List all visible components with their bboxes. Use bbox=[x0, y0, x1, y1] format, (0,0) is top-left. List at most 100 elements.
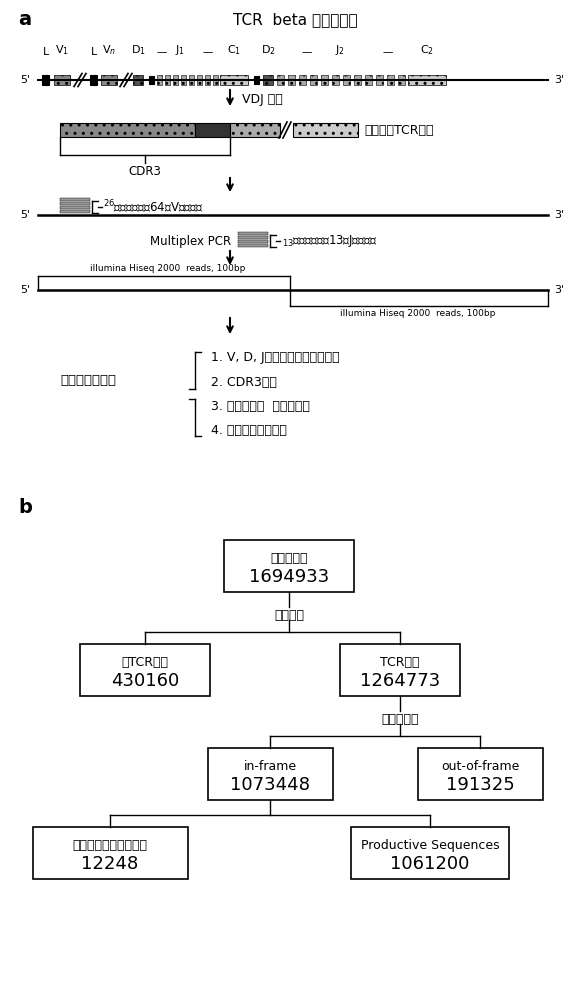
Text: b: b bbox=[18, 498, 32, 517]
Text: 序列比对: 序列比对 bbox=[274, 609, 304, 622]
Text: 4. 免疫组库大小评估: 4. 免疫组库大小评估 bbox=[211, 424, 287, 436]
Text: TCR序列: TCR序列 bbox=[380, 656, 420, 669]
Text: D$_2$: D$_2$ bbox=[261, 43, 275, 57]
Bar bbox=[340, 644, 460, 696]
Text: out-of-frame: out-of-frame bbox=[441, 760, 519, 773]
Text: J$_1$: J$_1$ bbox=[175, 43, 185, 57]
Bar bbox=[133, 75, 143, 85]
Text: illumina Hiseq 2000  reads, 100bp: illumina Hiseq 2000 reads, 100bp bbox=[340, 309, 495, 318]
Bar bbox=[299, 75, 306, 85]
Text: 重组后的TCR基因: 重组后的TCR基因 bbox=[364, 123, 434, 136]
Text: 3': 3' bbox=[554, 75, 564, 85]
Bar bbox=[354, 75, 361, 85]
Text: —: — bbox=[157, 47, 167, 57]
Bar bbox=[321, 75, 328, 85]
Bar bbox=[387, 75, 394, 85]
Bar bbox=[263, 75, 273, 85]
Text: $_{13}$下游引物覆盖13种J基因片段: $_{13}$下游引物覆盖13种J基因片段 bbox=[282, 233, 377, 249]
Text: 5': 5' bbox=[20, 75, 30, 85]
Text: 非TCR序列: 非TCR序列 bbox=[121, 656, 169, 669]
Bar bbox=[230, 123, 280, 137]
Text: C$_2$: C$_2$ bbox=[420, 43, 434, 57]
Text: J$_2$: J$_2$ bbox=[335, 43, 345, 57]
Text: illumina Hiseq 2000  reads, 100bp: illumina Hiseq 2000 reads, 100bp bbox=[90, 264, 246, 273]
Text: 2. CDR3分析: 2. CDR3分析 bbox=[211, 375, 277, 388]
Bar bbox=[332, 75, 339, 85]
Text: 5': 5' bbox=[20, 210, 30, 220]
Bar bbox=[149, 76, 154, 84]
Bar bbox=[213, 75, 218, 85]
Text: CDR3: CDR3 bbox=[128, 165, 161, 178]
Text: 3. 连接多样性  长度多样性: 3. 连接多样性 长度多样性 bbox=[211, 399, 310, 412]
Bar bbox=[310, 75, 317, 85]
Bar bbox=[42, 75, 49, 85]
Text: L: L bbox=[43, 47, 49, 57]
Text: Multiplex PCR: Multiplex PCR bbox=[150, 234, 231, 247]
Text: C$_1$: C$_1$ bbox=[227, 43, 241, 57]
Bar bbox=[60, 202, 90, 205]
Text: D$_1$: D$_1$ bbox=[131, 43, 146, 57]
Bar bbox=[238, 232, 268, 235]
Text: V$_n$: V$_n$ bbox=[102, 43, 116, 57]
Bar bbox=[54, 75, 70, 85]
Bar bbox=[238, 240, 268, 243]
Bar bbox=[90, 75, 97, 85]
Text: —: — bbox=[302, 47, 312, 57]
Bar bbox=[376, 75, 383, 85]
Bar bbox=[220, 75, 248, 85]
Text: $^{26}$上游引物覆盖64种V基因片段: $^{26}$上游引物覆盖64种V基因片段 bbox=[103, 199, 203, 215]
Text: 5': 5' bbox=[20, 285, 30, 295]
Text: 搜索阅读框: 搜索阅读框 bbox=[381, 713, 418, 726]
Text: Productive Sequences: Productive Sequences bbox=[361, 839, 499, 852]
Bar bbox=[254, 76, 259, 84]
Text: 1073448: 1073448 bbox=[230, 776, 310, 794]
Text: in-frame: in-frame bbox=[243, 760, 297, 773]
Bar bbox=[165, 75, 170, 85]
Bar bbox=[60, 123, 195, 137]
Text: 1061200: 1061200 bbox=[390, 855, 470, 873]
Bar bbox=[417, 748, 543, 800]
Bar bbox=[343, 75, 350, 85]
Text: 1. V, D, J比对、使用率以及重组: 1. V, D, J比对、使用率以及重组 bbox=[211, 352, 340, 364]
Bar bbox=[398, 75, 405, 85]
Bar bbox=[293, 123, 358, 137]
Bar bbox=[32, 827, 187, 879]
Text: L: L bbox=[91, 47, 97, 57]
Text: 1694933: 1694933 bbox=[249, 568, 329, 586]
Bar bbox=[173, 75, 178, 85]
Text: 3': 3' bbox=[554, 210, 564, 220]
Bar bbox=[288, 75, 295, 85]
Bar bbox=[157, 75, 162, 85]
Text: 191325: 191325 bbox=[446, 776, 514, 794]
Bar bbox=[60, 198, 90, 201]
Text: 终止密码子和假性基因: 终止密码子和假性基因 bbox=[72, 839, 147, 852]
Bar bbox=[80, 644, 210, 696]
Bar bbox=[238, 236, 268, 239]
Text: TCR  beta 链基因位点: TCR beta 链基因位点 bbox=[233, 12, 357, 27]
Bar bbox=[224, 540, 354, 592]
Text: 3': 3' bbox=[554, 285, 564, 295]
Bar bbox=[408, 75, 446, 85]
Text: VDJ 重组: VDJ 重组 bbox=[242, 93, 283, 105]
Text: V$_1$: V$_1$ bbox=[55, 43, 69, 57]
Bar bbox=[277, 75, 284, 85]
Bar bbox=[238, 244, 268, 247]
Bar bbox=[189, 75, 194, 85]
Bar bbox=[205, 75, 210, 85]
Bar bbox=[60, 206, 90, 209]
Text: —: — bbox=[203, 47, 213, 57]
Bar bbox=[197, 75, 202, 85]
Bar bbox=[181, 75, 186, 85]
Text: 生物信息学分析: 生物信息学分析 bbox=[60, 373, 116, 386]
Bar bbox=[351, 827, 509, 879]
Bar bbox=[365, 75, 372, 85]
Bar bbox=[60, 210, 90, 213]
Text: 1264773: 1264773 bbox=[360, 672, 440, 690]
Text: 12248: 12248 bbox=[81, 855, 139, 873]
Bar bbox=[101, 75, 117, 85]
Text: 总测序所得: 总测序所得 bbox=[271, 552, 307, 565]
Text: a: a bbox=[18, 10, 31, 29]
Text: 430160: 430160 bbox=[111, 672, 179, 690]
Bar bbox=[195, 123, 230, 137]
Bar bbox=[208, 748, 332, 800]
